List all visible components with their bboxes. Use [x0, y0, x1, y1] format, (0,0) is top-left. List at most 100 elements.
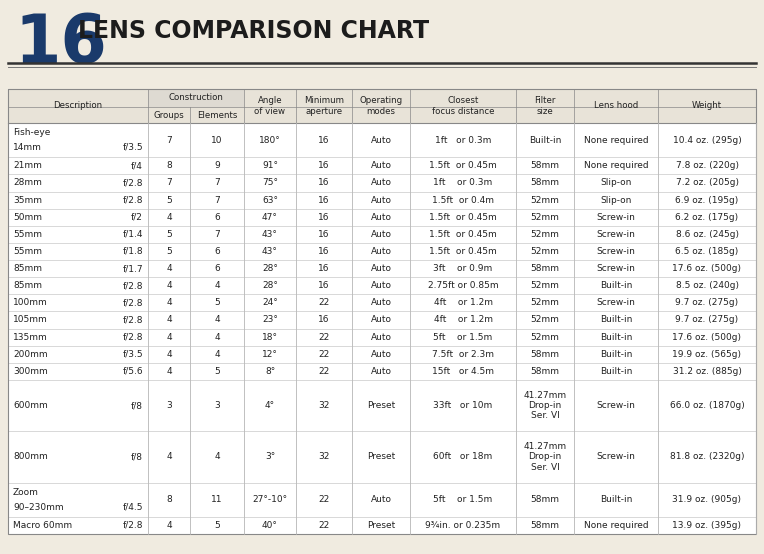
- Text: 12°: 12°: [262, 350, 278, 358]
- Text: 10.4 oz. (295g): 10.4 oz. (295g): [672, 136, 741, 145]
- Text: 4: 4: [167, 332, 172, 342]
- Text: 3: 3: [166, 401, 172, 410]
- Text: 10: 10: [212, 136, 223, 145]
- Text: 4ft    or 1.2m: 4ft or 1.2m: [433, 315, 493, 325]
- Text: f/4: f/4: [131, 161, 143, 170]
- Text: 4: 4: [214, 281, 220, 290]
- Text: Preset: Preset: [367, 521, 395, 530]
- Text: Auto: Auto: [371, 264, 391, 273]
- Text: Built-in: Built-in: [529, 136, 562, 145]
- Text: f/5.6: f/5.6: [122, 367, 143, 376]
- Text: Auto: Auto: [371, 196, 391, 204]
- Text: 16: 16: [319, 247, 330, 256]
- Text: 52mm: 52mm: [530, 315, 559, 325]
- Text: Description: Description: [53, 101, 102, 110]
- Text: 43°: 43°: [262, 247, 278, 256]
- Text: 600mm: 600mm: [13, 401, 47, 410]
- Text: Screw-in: Screw-in: [597, 213, 636, 222]
- Text: 2.75ft or 0.85m: 2.75ft or 0.85m: [428, 281, 498, 290]
- Text: 4: 4: [167, 315, 172, 325]
- Text: 4: 4: [214, 315, 220, 325]
- Text: 16: 16: [319, 196, 330, 204]
- Text: 63°: 63°: [262, 196, 278, 204]
- Text: 58mm: 58mm: [530, 350, 559, 358]
- Text: 5: 5: [214, 521, 220, 530]
- Text: 28mm: 28mm: [13, 178, 42, 187]
- Text: Built-in: Built-in: [600, 315, 632, 325]
- Text: 9.7 oz. (275g): 9.7 oz. (275g): [675, 298, 739, 307]
- Text: 22: 22: [319, 367, 329, 376]
- Text: f/3.5: f/3.5: [122, 143, 143, 152]
- Text: 135mm: 135mm: [13, 332, 47, 342]
- Text: 75°: 75°: [262, 178, 278, 187]
- Text: 31.9 oz. (905g): 31.9 oz. (905g): [672, 495, 742, 504]
- Text: Minimum
aperture: Minimum aperture: [304, 96, 344, 116]
- Text: Macro 60mm: Macro 60mm: [13, 521, 72, 530]
- Text: 7: 7: [214, 178, 220, 187]
- Text: Auto: Auto: [371, 136, 391, 145]
- Text: Operating
modes: Operating modes: [359, 96, 403, 116]
- Text: 4: 4: [167, 521, 172, 530]
- Text: 5: 5: [166, 196, 172, 204]
- Text: f/2.8: f/2.8: [122, 196, 143, 204]
- Text: 41.27mm
Drop-in
Ser. VI: 41.27mm Drop-in Ser. VI: [523, 391, 567, 420]
- Text: 27°-10°: 27°-10°: [252, 495, 287, 504]
- Text: Groups: Groups: [154, 110, 184, 120]
- Text: Angle
of view: Angle of view: [254, 96, 286, 116]
- Text: 3: 3: [214, 401, 220, 410]
- Text: 4ft    or 1.2m: 4ft or 1.2m: [433, 298, 493, 307]
- Text: 8: 8: [166, 161, 172, 170]
- Text: f/2.8: f/2.8: [122, 332, 143, 342]
- Text: f/3.5: f/3.5: [122, 350, 143, 358]
- Text: Screw-in: Screw-in: [597, 230, 636, 239]
- Text: 9: 9: [214, 161, 220, 170]
- Text: 21mm: 21mm: [13, 161, 42, 170]
- Text: 55mm: 55mm: [13, 247, 42, 256]
- Text: 52mm: 52mm: [530, 196, 559, 204]
- Text: 55mm: 55mm: [13, 230, 42, 239]
- Text: 1ft    or 0.3m: 1ft or 0.3m: [433, 178, 493, 187]
- Text: Slip-on: Slip-on: [601, 178, 632, 187]
- Text: 85mm: 85mm: [13, 264, 42, 273]
- Text: Built-in: Built-in: [600, 332, 632, 342]
- Text: 58mm: 58mm: [530, 161, 559, 170]
- Text: 8.5 oz. (240g): 8.5 oz. (240g): [675, 281, 739, 290]
- Text: 22: 22: [319, 332, 329, 342]
- Text: 3°: 3°: [265, 453, 275, 461]
- Text: 6: 6: [214, 213, 220, 222]
- Text: 800mm: 800mm: [13, 453, 47, 461]
- Text: 31.2 oz. (885g): 31.2 oz. (885g): [672, 367, 741, 376]
- Text: 41.27mm
Drop-in
Ser. VI: 41.27mm Drop-in Ser. VI: [523, 442, 567, 472]
- Text: LENS COMPARISON CHART: LENS COMPARISON CHART: [78, 19, 429, 43]
- Text: Elements: Elements: [197, 110, 237, 120]
- Text: f/2.8: f/2.8: [122, 315, 143, 325]
- Text: 3ft    or 0.9m: 3ft or 0.9m: [433, 264, 493, 273]
- Text: 43°: 43°: [262, 230, 278, 239]
- Text: 180°: 180°: [259, 136, 281, 145]
- Text: 4: 4: [214, 350, 220, 358]
- Text: 6.2 oz. (175g): 6.2 oz. (175g): [675, 213, 739, 222]
- Text: 7.2 oz. (205g): 7.2 oz. (205g): [675, 178, 739, 187]
- Text: 16: 16: [319, 178, 330, 187]
- Text: 1.5ft  or 0.4m: 1.5ft or 0.4m: [432, 196, 494, 204]
- Text: Closest
focus distance: Closest focus distance: [432, 96, 494, 116]
- Text: 32: 32: [319, 453, 330, 461]
- Text: 60ft   or 18m: 60ft or 18m: [433, 453, 493, 461]
- Text: Auto: Auto: [371, 161, 391, 170]
- Text: 7: 7: [214, 196, 220, 204]
- Text: 6.9 oz. (195g): 6.9 oz. (195g): [675, 196, 739, 204]
- Text: 4: 4: [214, 332, 220, 342]
- Text: 5ft    or 1.5m: 5ft or 1.5m: [433, 332, 493, 342]
- Text: 81.8 oz. (2320g): 81.8 oz. (2320g): [670, 453, 744, 461]
- Text: 300mm: 300mm: [13, 367, 47, 376]
- Bar: [8, 89, 756, 123]
- Text: Auto: Auto: [371, 350, 391, 358]
- Text: Auto: Auto: [371, 332, 391, 342]
- Text: 50mm: 50mm: [13, 213, 42, 222]
- Text: Filter
size: Filter size: [534, 96, 555, 116]
- Text: 7: 7: [214, 230, 220, 239]
- Text: 52mm: 52mm: [530, 332, 559, 342]
- Text: 33ft   or 10m: 33ft or 10m: [433, 401, 493, 410]
- Text: Construction: Construction: [169, 94, 223, 102]
- Text: 16: 16: [319, 315, 330, 325]
